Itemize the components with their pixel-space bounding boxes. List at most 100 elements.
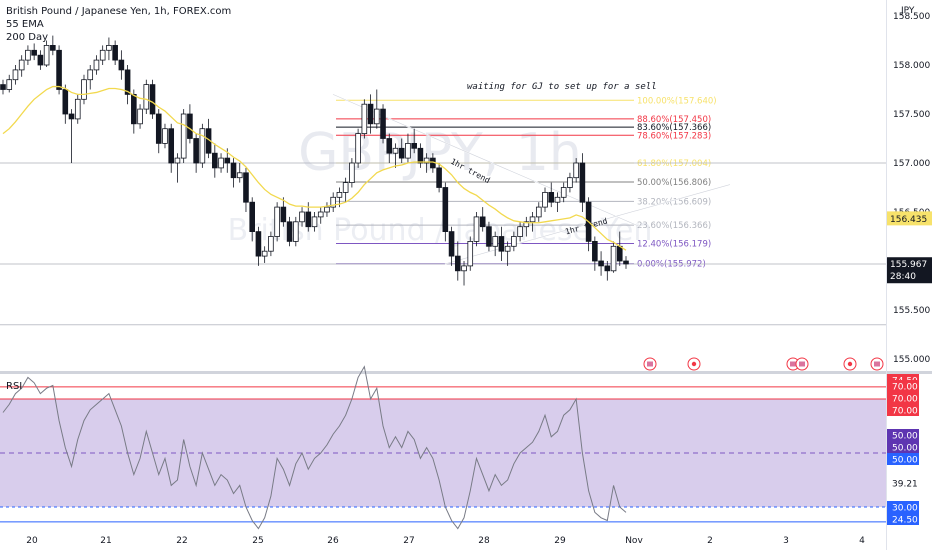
candle-body-91 [567, 177, 573, 188]
candle-body-1 [6, 79, 13, 90]
candle-body-42 [261, 250, 268, 257]
candle-body-92 [573, 162, 579, 179]
candle-body-8 [50, 45, 56, 51]
day-legend: 200 Day [6, 32, 49, 43]
fib-label-1: 88.60%(157.450) [637, 115, 711, 125]
candle-body-61 [380, 108, 386, 139]
rsi-axis-badge-8 [887, 501, 919, 513]
event-marker-flag-3 [799, 361, 805, 367]
candle-body-20 [124, 69, 131, 95]
x-tick-11: 4 [859, 536, 865, 546]
candle-body-24 [149, 84, 156, 115]
rsi-axis-badge-9 [887, 513, 919, 525]
candle-body-70 [436, 167, 442, 188]
x-tick-2: 22 [176, 536, 187, 546]
ema-polyline [2, 85, 627, 251]
event-marker-flag-0 [647, 361, 653, 367]
candle-body-3 [18, 59, 25, 71]
candle-body-77 [479, 216, 486, 228]
x-tick-1: 21 [100, 536, 111, 546]
rsi-axis-text-6: 50.00 [892, 456, 918, 466]
fib-label-3: 78.60%(157.283) [637, 131, 711, 141]
candle-body-85 [529, 216, 536, 223]
price-pane[interactable] [0, 0, 886, 371]
candle-body-82 [511, 236, 517, 247]
ema-line [2, 85, 627, 251]
x-tick-7: 29 [554, 536, 566, 546]
candle-body-45 [280, 206, 287, 223]
x-tick-4: 26 [327, 536, 339, 546]
candle-body-81 [504, 245, 511, 252]
y-tick-1: 158.000 [893, 61, 930, 71]
rsi-axis-badge-4 [887, 429, 919, 441]
rsi-polyline [2, 365, 627, 530]
candle-body-34 [212, 152, 218, 169]
candle-body-60 [373, 108, 380, 125]
candle-body-6 [37, 54, 44, 66]
rsi-axis-badge-6 [887, 453, 919, 465]
fib-label-4: 61.80%(157.004) [637, 159, 711, 169]
candle-body-0 [0, 84, 6, 90]
rsi-axis-badge-5 [887, 441, 919, 453]
candle-body-31 [193, 138, 199, 164]
candle-body-63 [392, 147, 399, 154]
event-marker-flag-5 [874, 361, 880, 367]
candle-body-51 [317, 211, 324, 218]
rsi-axis-text-5: 50.00 [892, 444, 918, 454]
candle-body-36 [224, 157, 231, 164]
candle-body-57 [355, 133, 361, 164]
candle-body-50 [311, 216, 318, 228]
candle-body-59 [367, 103, 374, 125]
candle-body-12 [74, 98, 81, 120]
candle-body-37 [230, 162, 237, 179]
candle-body-75 [467, 240, 474, 267]
rsi-axis-badge-2 [887, 392, 919, 404]
rsi-legend: RSI [6, 381, 23, 392]
rsi-axis-badge-1 [887, 380, 919, 392]
candle-body-64 [398, 147, 405, 159]
candle-body-72 [448, 231, 455, 257]
candle-body-98 [610, 245, 617, 272]
y-tick-2: 157.500 [893, 110, 930, 120]
last-price-bg [887, 257, 932, 284]
candle-body-55 [342, 182, 349, 193]
y-tick-0: 158.500 [893, 12, 930, 22]
fib-label-8: 12.40%(156.179) [637, 239, 711, 249]
x-tick-8: Nov [625, 536, 643, 546]
candle-body-58 [361, 103, 368, 134]
candle-body-39 [243, 172, 249, 203]
fib-label-2: 83.60%(157.366) [637, 123, 711, 133]
candle-body-13 [81, 79, 87, 100]
candle-body-84 [523, 221, 530, 228]
candle-body-44 [274, 206, 280, 237]
candle-body-18 [112, 45, 118, 61]
x-tick-9: 2 [707, 536, 713, 546]
candle-body-41 [255, 231, 262, 257]
event-marker-dot-1 [691, 361, 697, 367]
candle-body-40 [249, 201, 256, 232]
candle-body-14 [87, 69, 94, 81]
candle-body-32 [199, 128, 206, 164]
candle-body-11 [68, 113, 75, 120]
candles [0, 35, 629, 286]
x-tick-0: 20 [26, 536, 38, 546]
candle-body-15 [93, 59, 100, 71]
rsi-axis-text-9: 24.50 [892, 516, 918, 526]
candle-body-74 [461, 265, 467, 272]
candle-body-52 [324, 206, 330, 213]
candle-body-10 [62, 89, 69, 115]
candle-body-73 [454, 255, 461, 272]
candle-body-90 [560, 187, 567, 198]
current-price-bg [887, 211, 932, 226]
candle-body-49 [305, 211, 312, 228]
candle-body-66 [411, 142, 417, 149]
candle-body-65 [405, 142, 411, 159]
candle-body-83 [517, 226, 523, 237]
candle-body-27 [168, 128, 175, 164]
candle-body-56 [349, 162, 355, 184]
symbol-title: British Pound / Japanese Yen, 1h, FOREX.… [6, 6, 232, 17]
rsi-axis-text-4: 50.00 [892, 432, 918, 442]
candle-body-7 [43, 45, 50, 66]
fib-label-5: 50.00%(156.806) [637, 178, 711, 188]
